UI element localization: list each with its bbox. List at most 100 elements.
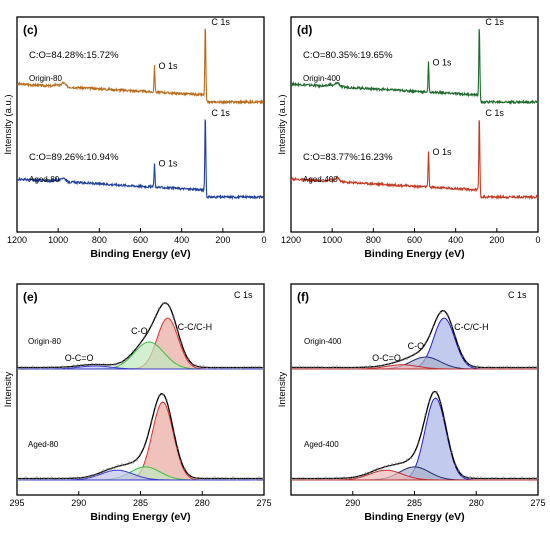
raw-data-point <box>331 478 335 481</box>
raw-data-point <box>220 366 224 369</box>
raw-data-point <box>446 313 449 317</box>
raw-data-point <box>80 363 83 367</box>
raw-data-point <box>342 476 346 479</box>
raw-data-point <box>191 363 194 366</box>
raw-data-point <box>206 366 209 370</box>
raw-data-point <box>509 477 512 480</box>
panel-c: 1200 1000 800 600 400 200 0 Binding Energy (eV)… <box>3 16 267 260</box>
x-tick-label: 600 <box>133 235 148 245</box>
raw-data-point <box>168 412 172 415</box>
raw-data-point <box>291 477 294 481</box>
raw-data-point <box>476 365 479 368</box>
raw-data-point <box>246 366 250 369</box>
panel-frame <box>16 283 265 496</box>
raw-data-point <box>442 309 446 313</box>
raw-data-point <box>335 476 338 479</box>
raw-data-point <box>402 461 405 464</box>
raw-data-point <box>135 347 138 350</box>
raw-data-point <box>68 476 72 479</box>
raw-data-point <box>513 366 516 369</box>
raw-data-point <box>231 367 235 370</box>
raw-data-point <box>135 458 138 462</box>
raw-data-point <box>428 400 431 404</box>
raw-data-point <box>243 366 246 369</box>
raw-data-point <box>354 366 357 370</box>
component-label: C-O <box>131 326 148 336</box>
raw-data-point <box>124 357 127 361</box>
raw-data-point <box>457 345 461 349</box>
x-tick-label: 1200 <box>281 235 301 245</box>
raw-data-point <box>35 476 38 479</box>
raw-data-point <box>505 478 509 481</box>
raw-data-point <box>461 475 464 478</box>
raw-data-point <box>24 476 27 479</box>
raw-data-point <box>80 477 83 480</box>
component-O-C=O <box>17 469 264 481</box>
series-label: Origin-80 <box>29 74 62 83</box>
raw-data-point <box>298 477 301 480</box>
x-tick-label: 1000 <box>48 235 68 245</box>
raw-data-point <box>442 416 446 420</box>
x-tick-label: 275 <box>530 498 545 508</box>
raw-data-point <box>191 476 194 479</box>
raw-data-point <box>54 477 57 480</box>
raw-data-point <box>202 365 205 368</box>
raw-data-point <box>420 347 424 350</box>
raw-data-point <box>250 366 253 369</box>
raw-data-point <box>83 363 87 366</box>
raw-data-point <box>231 476 235 479</box>
raw-data-point <box>528 365 531 368</box>
raw-data-point <box>354 475 357 479</box>
raw-data-point <box>235 478 238 481</box>
raw-data-point <box>513 476 516 480</box>
raw-data-point <box>465 475 468 478</box>
raw-data-point <box>102 469 105 472</box>
envelope-fit <box>291 390 537 480</box>
raw-data-point <box>402 358 405 361</box>
y-axis-label: Intensity <box>277 372 288 408</box>
raw-data-point <box>109 363 113 366</box>
raw-data-point <box>383 465 387 468</box>
raw-data-point <box>450 324 453 327</box>
raw-data-point <box>339 366 342 369</box>
raw-data-point <box>106 468 109 471</box>
chart-title: C 1s <box>508 290 527 300</box>
raw-data-point <box>320 365 324 369</box>
raw-data-point <box>20 366 24 369</box>
raw-data-point <box>328 366 331 369</box>
raw-data-point <box>91 473 94 477</box>
x-tick-label: 200 <box>215 235 230 245</box>
raw-data-point <box>198 364 201 368</box>
raw-data-point <box>57 476 61 479</box>
raw-data-point <box>176 446 179 449</box>
raw-data-point <box>31 365 35 368</box>
raw-data-point <box>202 477 205 480</box>
x-tick-label: 0 <box>535 235 540 245</box>
raw-data-point <box>324 366 327 370</box>
raw-data-point <box>387 464 390 467</box>
raw-data-point <box>350 367 353 370</box>
raw-data-point <box>209 366 213 370</box>
x-tick-label: 400 <box>448 235 463 245</box>
raw-data-point <box>457 469 461 472</box>
raw-data-point <box>235 367 238 370</box>
panel-label: (f) <box>297 290 309 304</box>
raw-data-point <box>161 393 164 396</box>
raw-data-point <box>357 366 361 370</box>
x-tick-label: 290 <box>345 498 360 508</box>
raw-data-point <box>398 359 401 363</box>
raw-data-point <box>61 476 64 480</box>
raw-data-point <box>139 453 142 456</box>
series-label: Origin-80 <box>28 337 61 346</box>
raw-data-point <box>46 476 50 480</box>
panel-label: (e) <box>23 290 38 304</box>
raw-data-point <box>76 476 79 479</box>
raw-data-point <box>113 466 116 469</box>
raw-data-point <box>98 363 101 366</box>
raw-data-point <box>368 471 372 475</box>
raw-data-point <box>72 364 75 367</box>
raw-data-point <box>517 478 520 481</box>
peak-label: O 1s <box>432 147 452 157</box>
raw-data-point <box>87 363 90 366</box>
raw-data-point <box>498 366 501 369</box>
